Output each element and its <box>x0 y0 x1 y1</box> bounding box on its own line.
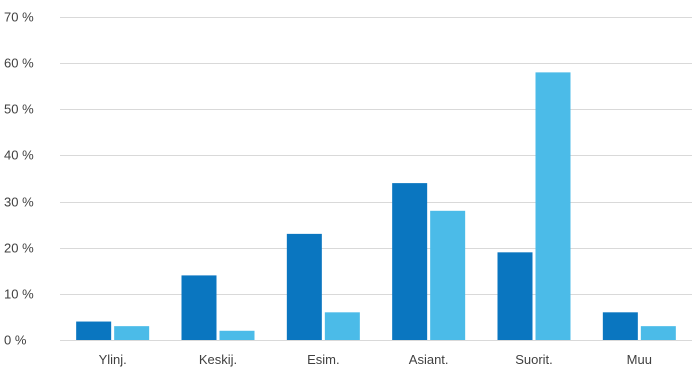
gridlines <box>60 17 692 341</box>
y-tick-label: 0 % <box>4 333 27 348</box>
y-tick-label: 10 % <box>4 287 34 302</box>
bar-series2-ylinj <box>114 326 150 340</box>
y-axis-ticks: 0 % 10 % 20 % 30 % 40 % 50 % 60 % 70 % <box>4 10 34 348</box>
x-category-label: Muu <box>627 352 652 367</box>
bar-series2-muu <box>640 326 676 340</box>
bar-series1-ylinj <box>76 321 112 340</box>
bar-series2-esim <box>324 312 360 340</box>
bar-series2-suorit <box>535 72 571 340</box>
y-tick-label: 50 % <box>4 102 34 117</box>
y-tick-label: 30 % <box>4 195 34 210</box>
x-category-label: Keskij. <box>199 352 237 367</box>
x-category-label: Ylinj. <box>99 352 127 367</box>
x-axis-categories: Ylinj. Keskij. Esim. Asiant. Suorit. Muu <box>99 352 652 367</box>
y-tick-label: 60 % <box>4 56 34 71</box>
y-tick-label: 40 % <box>4 148 34 163</box>
x-category-label: Suorit. <box>515 352 553 367</box>
y-tick-label: 20 % <box>4 241 34 256</box>
bar-series1-keskij <box>181 275 217 340</box>
bar-series1-muu <box>602 312 638 340</box>
bar-series1-suorit <box>497 252 533 340</box>
x-category-label: Asiant. <box>409 352 449 367</box>
x-category-label: Esim. <box>307 352 340 367</box>
bar-series1-esim <box>286 233 322 340</box>
bar-series2-keskij <box>219 330 255 340</box>
bar-series2-asiant <box>430 210 466 340</box>
bars <box>76 72 676 340</box>
y-tick-label: 70 % <box>4 10 34 25</box>
bar-series1-asiant <box>392 183 428 340</box>
